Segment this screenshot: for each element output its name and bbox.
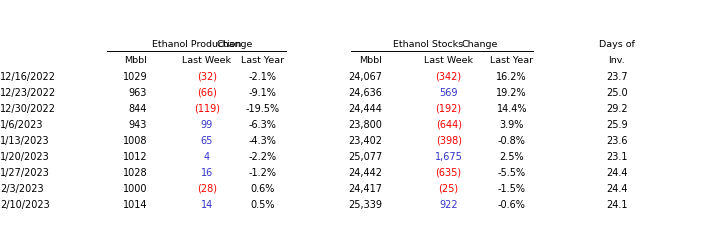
Text: (635): (635) bbox=[435, 168, 462, 178]
Text: -5.5%: -5.5% bbox=[498, 168, 526, 178]
Text: 23,402: 23,402 bbox=[348, 136, 382, 146]
Text: -4.3%: -4.3% bbox=[249, 136, 277, 146]
Text: 1/27/2023: 1/27/2023 bbox=[0, 168, 50, 178]
Text: -1.5%: -1.5% bbox=[498, 184, 526, 194]
Text: 24.4: 24.4 bbox=[606, 184, 627, 194]
Text: 23.6: 23.6 bbox=[606, 136, 627, 146]
Text: 16: 16 bbox=[200, 168, 213, 178]
Text: 24,067: 24,067 bbox=[348, 72, 382, 82]
Text: Change: Change bbox=[462, 40, 498, 50]
Text: 23.1: 23.1 bbox=[606, 152, 627, 162]
Text: (342): (342) bbox=[435, 72, 462, 82]
Text: 12/16/2022: 12/16/2022 bbox=[0, 72, 56, 82]
Text: 24,444: 24,444 bbox=[348, 104, 382, 114]
Text: -2.1%: -2.1% bbox=[249, 72, 277, 82]
Text: 24,442: 24,442 bbox=[348, 168, 382, 178]
Text: 29.2: 29.2 bbox=[606, 104, 627, 114]
Text: 25.0: 25.0 bbox=[606, 88, 627, 98]
Text: Source: EIA and FI: Source: EIA and FI bbox=[7, 220, 95, 231]
Text: 23,800: 23,800 bbox=[348, 120, 382, 130]
Text: 2.5%: 2.5% bbox=[499, 152, 524, 162]
Text: Last Week: Last Week bbox=[182, 56, 231, 65]
Text: (119): (119) bbox=[193, 104, 220, 114]
Text: Ethanol Production: Ethanol Production bbox=[151, 40, 241, 50]
Text: 25.9: 25.9 bbox=[606, 120, 627, 130]
Text: 14.4%: 14.4% bbox=[496, 104, 527, 114]
Text: 99: 99 bbox=[200, 120, 213, 130]
Text: 1000: 1000 bbox=[123, 184, 147, 194]
Text: (66): (66) bbox=[197, 88, 217, 98]
Text: Last Year: Last Year bbox=[490, 56, 533, 65]
Text: 943: 943 bbox=[129, 120, 147, 130]
Text: 1014: 1014 bbox=[123, 200, 147, 210]
Text: 1/20/2023: 1/20/2023 bbox=[0, 152, 50, 162]
Text: -1.2%: -1.2% bbox=[249, 168, 277, 178]
Text: 24,636: 24,636 bbox=[348, 88, 382, 98]
Text: -0.8%: -0.8% bbox=[498, 136, 526, 146]
Text: Mbbl: Mbbl bbox=[360, 56, 382, 65]
Text: Ethanol Stocks: Ethanol Stocks bbox=[393, 40, 463, 50]
Text: Change: Change bbox=[217, 40, 253, 50]
Text: 24,417: 24,417 bbox=[348, 184, 382, 194]
Text: 1008: 1008 bbox=[123, 136, 147, 146]
Text: 0.6%: 0.6% bbox=[251, 184, 275, 194]
Text: 4: 4 bbox=[204, 152, 210, 162]
Text: -0.6%: -0.6% bbox=[498, 200, 526, 210]
Text: 12/30/2022: 12/30/2022 bbox=[0, 104, 56, 114]
Text: Last Year: Last Year bbox=[241, 56, 285, 65]
Text: -6.3%: -6.3% bbox=[249, 120, 277, 130]
Text: 844: 844 bbox=[129, 104, 147, 114]
Text: -19.5%: -19.5% bbox=[246, 104, 280, 114]
Text: 2/10/2023: 2/10/2023 bbox=[0, 200, 50, 210]
Text: 12/23/2022: 12/23/2022 bbox=[0, 88, 56, 98]
Text: 963: 963 bbox=[129, 88, 147, 98]
Text: (25): (25) bbox=[439, 184, 458, 194]
Text: 14: 14 bbox=[200, 200, 213, 210]
Text: 1/13/2023: 1/13/2023 bbox=[0, 136, 50, 146]
Text: 1/6/2023: 1/6/2023 bbox=[0, 120, 43, 130]
Text: (28): (28) bbox=[197, 184, 217, 194]
Text: -9.1%: -9.1% bbox=[249, 88, 277, 98]
Text: 3.9%: 3.9% bbox=[500, 120, 524, 130]
Text: (32): (32) bbox=[197, 72, 217, 82]
Text: Last Week: Last Week bbox=[424, 56, 473, 65]
Text: 2/3/2023: 2/3/2023 bbox=[0, 184, 43, 194]
Text: 25,077: 25,077 bbox=[348, 152, 382, 162]
Text: 19.2%: 19.2% bbox=[496, 88, 527, 98]
Text: (644): (644) bbox=[435, 120, 462, 130]
Text: US Weekly Petroleum Status Report - Ethanol: US Weekly Petroleum Status Report - Etha… bbox=[7, 12, 420, 27]
Text: 1012: 1012 bbox=[123, 152, 147, 162]
Text: Inv.: Inv. bbox=[608, 56, 625, 65]
Text: 25,339: 25,339 bbox=[348, 200, 382, 210]
Text: Days of: Days of bbox=[599, 40, 635, 50]
Text: -2.2%: -2.2% bbox=[249, 152, 277, 162]
Text: 24.4: 24.4 bbox=[606, 168, 627, 178]
Text: 0.5%: 0.5% bbox=[251, 200, 275, 210]
Text: 1028: 1028 bbox=[123, 168, 147, 178]
Text: 16.2%: 16.2% bbox=[496, 72, 527, 82]
Text: 24.1: 24.1 bbox=[606, 200, 627, 210]
Text: 1,675: 1,675 bbox=[435, 152, 463, 162]
Text: 1029: 1029 bbox=[123, 72, 147, 82]
Text: 65: 65 bbox=[200, 136, 213, 146]
Text: 922: 922 bbox=[440, 200, 458, 210]
Text: (398): (398) bbox=[435, 136, 462, 146]
Text: 569: 569 bbox=[440, 88, 458, 98]
Text: (192): (192) bbox=[435, 104, 462, 114]
Text: Mbbl: Mbbl bbox=[125, 56, 147, 65]
Text: 23.7: 23.7 bbox=[606, 72, 627, 82]
